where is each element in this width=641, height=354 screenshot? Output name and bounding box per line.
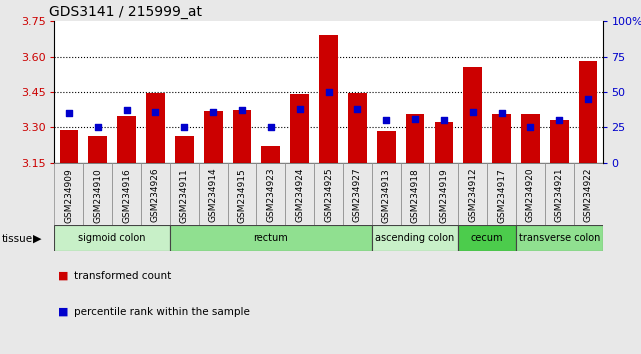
Bar <box>435 121 453 163</box>
Text: GSM234914: GSM234914 <box>208 168 218 222</box>
Text: sigmoid colon: sigmoid colon <box>78 233 146 243</box>
Bar <box>170 225 372 251</box>
Text: tissue: tissue <box>1 234 33 244</box>
Point <box>410 116 420 122</box>
Text: ascending colon: ascending colon <box>376 233 454 243</box>
Bar <box>60 130 78 163</box>
Point <box>208 109 218 115</box>
Text: GSM234921: GSM234921 <box>554 168 564 222</box>
Bar <box>112 163 141 225</box>
Point <box>179 125 190 130</box>
Bar <box>458 225 516 251</box>
Text: ▶: ▶ <box>33 234 42 244</box>
Text: GSM234918: GSM234918 <box>410 168 420 223</box>
Bar <box>83 163 112 225</box>
Bar <box>372 225 458 251</box>
Text: GSM234909: GSM234909 <box>64 168 74 223</box>
Bar <box>146 93 165 163</box>
Text: GSM234913: GSM234913 <box>381 168 391 223</box>
Bar <box>574 163 603 225</box>
Text: GSM234917: GSM234917 <box>497 168 506 223</box>
Bar <box>290 95 309 163</box>
Point <box>150 109 160 115</box>
Text: ■: ■ <box>58 271 68 281</box>
Text: GSM234910: GSM234910 <box>93 168 103 223</box>
Point <box>583 96 594 102</box>
Bar <box>516 163 545 225</box>
Bar <box>314 163 343 225</box>
Bar <box>545 163 574 225</box>
Point <box>438 118 449 123</box>
Bar <box>117 116 136 163</box>
Text: rectum: rectum <box>253 233 288 243</box>
Text: GSM234912: GSM234912 <box>468 168 478 222</box>
Text: GSM234919: GSM234919 <box>439 168 449 223</box>
Bar <box>521 114 540 163</box>
Text: cecum: cecum <box>471 233 503 243</box>
Bar <box>54 163 83 225</box>
Bar <box>487 163 516 225</box>
Bar <box>88 136 107 163</box>
Point <box>554 118 564 123</box>
Point <box>93 125 103 130</box>
Text: GSM234916: GSM234916 <box>122 168 131 223</box>
Bar <box>175 136 194 163</box>
Bar <box>204 111 222 163</box>
Bar <box>256 163 285 225</box>
Bar <box>141 163 170 225</box>
Point <box>294 106 305 112</box>
Text: percentile rank within the sample: percentile rank within the sample <box>74 307 249 316</box>
Bar <box>233 110 251 163</box>
Text: ■: ■ <box>58 307 68 316</box>
Text: GSM234924: GSM234924 <box>295 168 304 222</box>
Bar <box>348 93 367 163</box>
Text: transformed count: transformed count <box>74 271 171 281</box>
Bar <box>463 67 482 163</box>
Text: GSM234927: GSM234927 <box>353 168 362 222</box>
Bar <box>492 114 511 163</box>
Text: GSM234926: GSM234926 <box>151 168 160 222</box>
Bar <box>406 114 424 163</box>
Point <box>237 108 247 113</box>
Point <box>467 109 478 115</box>
Bar <box>199 163 228 225</box>
Text: transverse colon: transverse colon <box>519 233 600 243</box>
Point <box>525 125 535 130</box>
Text: GSM234923: GSM234923 <box>266 168 276 222</box>
Bar <box>401 163 429 225</box>
Bar <box>228 163 256 225</box>
Bar <box>262 146 280 163</box>
Text: GSM234911: GSM234911 <box>179 168 189 223</box>
Bar <box>550 120 569 163</box>
Bar <box>319 35 338 163</box>
Text: GSM234925: GSM234925 <box>324 168 333 222</box>
Bar <box>458 163 487 225</box>
Text: GSM234922: GSM234922 <box>583 168 593 222</box>
Point <box>323 89 333 95</box>
Bar <box>579 61 597 163</box>
Bar <box>54 225 170 251</box>
Bar <box>372 163 401 225</box>
Bar <box>377 131 395 163</box>
Bar <box>170 163 199 225</box>
Bar <box>429 163 458 225</box>
Point <box>353 106 363 112</box>
Point <box>496 110 506 116</box>
Text: GSM234920: GSM234920 <box>526 168 535 222</box>
Point <box>64 110 74 116</box>
Point <box>381 118 391 123</box>
Bar <box>516 225 603 251</box>
Point <box>122 108 132 113</box>
Bar <box>343 163 372 225</box>
Text: GSM234915: GSM234915 <box>237 168 247 223</box>
Point <box>265 125 276 130</box>
Text: GDS3141 / 215999_at: GDS3141 / 215999_at <box>49 5 202 19</box>
Bar <box>285 163 314 225</box>
